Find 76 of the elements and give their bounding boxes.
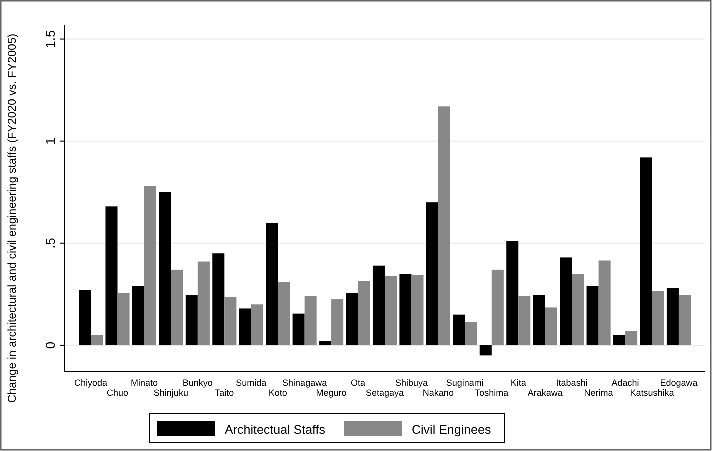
bar <box>346 293 358 346</box>
x-tick-label: Shinjuku <box>154 388 188 398</box>
x-tick-label: Suginami <box>446 378 484 388</box>
bar <box>640 158 652 346</box>
bar <box>492 270 504 346</box>
x-tick-label: Toshima <box>475 388 509 398</box>
bar <box>304 296 317 346</box>
bar <box>465 322 478 346</box>
bar <box>652 291 664 346</box>
x-tick-label: Shibuya <box>395 378 428 388</box>
x-tick-label: Shinagawa <box>282 378 328 388</box>
bar <box>626 331 638 346</box>
x-tick-label: Chiyoda <box>74 378 108 388</box>
legend-label: Civil Enginees <box>412 423 492 437</box>
x-tick-label: Edogawa <box>660 378 698 388</box>
x-tick-label: Nerima <box>584 388 614 398</box>
x-tick-label: Arakawa <box>528 388 563 398</box>
x-tick-label: Minato <box>130 378 158 388</box>
bar <box>79 290 92 346</box>
bar <box>332 300 344 346</box>
bar <box>545 308 558 346</box>
y-axis-title: Change in architectural and civil engineering staffs (FY2020 vs. FY2005) <box>7 34 19 404</box>
bar <box>614 335 626 346</box>
bar <box>438 106 450 346</box>
x-tick-label: Setagaya <box>366 388 404 398</box>
bar <box>224 297 237 346</box>
bar <box>400 274 412 346</box>
bar <box>678 295 691 346</box>
x-tick-label: Sumida <box>236 378 267 388</box>
bar <box>453 314 466 346</box>
bar <box>239 308 252 346</box>
x-tick-label: Adachi <box>612 378 640 388</box>
bar <box>572 274 584 346</box>
bar <box>480 345 492 356</box>
bar <box>586 286 599 346</box>
x-tick-label: Kita <box>510 378 526 388</box>
x-tick-label: Bunkyo <box>182 378 213 388</box>
bar <box>358 281 370 346</box>
bar <box>198 262 210 346</box>
bar <box>560 258 572 346</box>
x-tick-label: Chuo <box>106 388 129 398</box>
bar <box>144 186 156 346</box>
bar <box>320 341 332 346</box>
bar <box>266 222 278 346</box>
bar <box>186 295 198 346</box>
bar <box>91 335 104 346</box>
bar <box>292 314 305 346</box>
x-tick-label: Ota <box>351 378 366 388</box>
bar <box>533 295 546 346</box>
bar <box>118 293 130 346</box>
bar <box>385 276 398 346</box>
bar <box>132 286 144 346</box>
bar <box>666 288 679 346</box>
bar <box>159 192 172 346</box>
bar <box>426 202 438 346</box>
x-tick-label: Itabashi <box>556 378 588 388</box>
y-tick-label: 1 <box>43 138 58 145</box>
x-tick-label: Meguro <box>316 388 347 398</box>
x-tick-label: Nakano <box>422 388 454 398</box>
bar <box>171 270 184 346</box>
bar <box>518 296 531 346</box>
bar <box>251 304 264 346</box>
x-tick-label: Katsushika <box>630 388 674 398</box>
x-tick-label: Taito <box>215 388 234 398</box>
bar <box>372 266 385 346</box>
y-tick-label: 1.5 <box>43 30 58 48</box>
bar <box>106 206 118 346</box>
bar <box>412 275 424 346</box>
legend-label: Architectual Staffs <box>225 423 326 437</box>
bar <box>278 282 290 346</box>
y-tick-label: 0 <box>43 342 58 350</box>
x-tick-label: Koto <box>268 388 288 398</box>
y-tick-label: .5 <box>43 238 58 249</box>
bar <box>212 254 225 346</box>
bar <box>598 260 611 346</box>
bar <box>506 241 519 346</box>
